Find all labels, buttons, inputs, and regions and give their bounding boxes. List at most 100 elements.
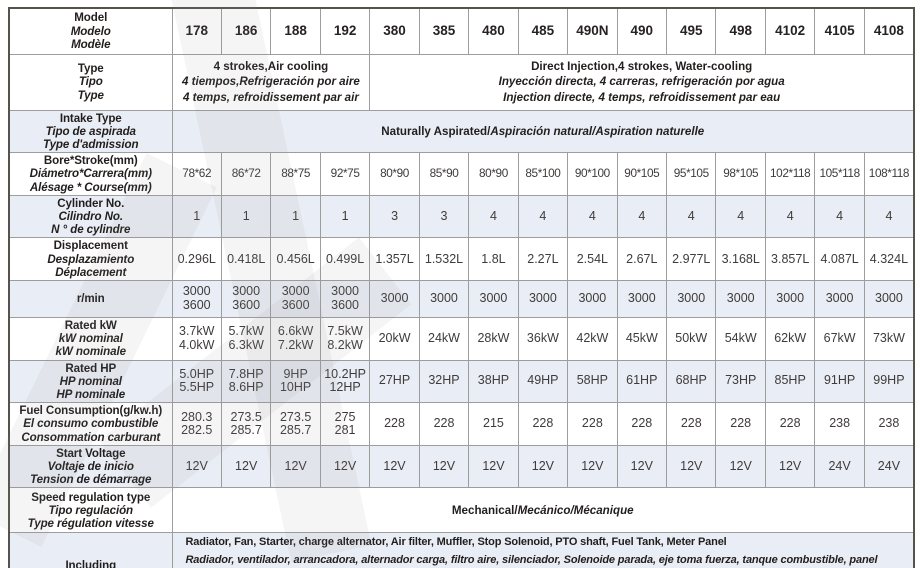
row-label-fuel: Fuel Consumption(g/kw.h) El consumo combu… (8, 402, 173, 446)
rpm-cell-380: 3000 (369, 279, 420, 318)
rpm-cell-490N: 3000 (567, 279, 618, 318)
displacement-cell-178: 0.296L (171, 237, 222, 281)
rated-hp-cell-490N: 58HP (567, 359, 618, 404)
row-intake: Intake Type Tipo de aspirada Type d'admiss… (8, 109, 915, 154)
bore-cell-490: 90*105 (616, 152, 668, 196)
fuel-cell-178: 280.3 282.5 (171, 402, 222, 446)
model-cell-490: 490 (616, 7, 668, 55)
voltage-cell-380: 12V (369, 444, 420, 489)
model-cell-186: 186 (220, 7, 272, 55)
rpm-cell-498: 3000 (715, 279, 766, 318)
displacement-cell-385: 1.532L (418, 237, 470, 281)
rpm-cell-4105: 3000 (814, 279, 865, 318)
row-type: Type Tipo Type 4 strokes,Air cooling 4 tiemp… (8, 53, 915, 111)
voltage-cell-188: 12V (270, 444, 321, 489)
rated-hp-cell-192: 10.2HP 12HP (319, 359, 371, 404)
model-cell-480: 480 (468, 7, 519, 55)
row-rated-kw: Rated kW kW nominal kW nominale 3.7kW 4.0kW 5… (8, 316, 915, 361)
rated-hp-cell-380: 27HP (369, 359, 420, 404)
rated-hp-cell-186: 7.8HP 8.6HP (220, 359, 272, 404)
bore-cell-485: 85*100 (517, 152, 569, 196)
rpm-cell-480: 3000 (468, 279, 519, 318)
row-label-voltage: Start Voltage Voltaje de inicio Tension de… (8, 444, 173, 489)
intake-span-0: Naturally Aspirated/Aspiración natural/A… (171, 109, 915, 154)
rpm-cell-385: 3000 (418, 279, 470, 318)
rated-kw-cell-4102: 62kW (764, 316, 816, 361)
rpm-cell-4108: 3000 (863, 279, 915, 318)
model-cell-4108: 4108 (863, 7, 915, 55)
displacement-cell-490: 2.67L (616, 237, 668, 281)
row-speed: Speed regulation type Tipo regulación Type… (8, 487, 915, 534)
rated-hp-cell-4102: 85HP (764, 359, 816, 404)
voltage-cell-485: 12V (517, 444, 569, 489)
model-cell-385: 385 (418, 7, 470, 55)
fuel-cell-485: 228 (517, 402, 569, 446)
rpm-cell-485: 3000 (517, 279, 569, 318)
rpm-cell-490: 3000 (616, 279, 668, 318)
cylinder-cell-178: 1 (171, 194, 222, 239)
voltage-cell-4105: 24V (814, 444, 865, 489)
row-bore: Bore*Stroke(mm) Diámetro*Carrera(mm) Alésa… (8, 152, 915, 196)
model-cell-192: 192 (319, 7, 371, 55)
model-cell-495: 495 (666, 7, 717, 55)
row-model: Model Modelo Modèle 178 186 188 192 380 385 480 48… (8, 7, 915, 55)
rated-kw-cell-498: 54kW (715, 316, 766, 361)
model-cell-498: 498 (715, 7, 766, 55)
cylinder-cell-490: 4 (616, 194, 668, 239)
model-cell-380: 380 (369, 7, 420, 55)
fuel-cell-4102: 228 (764, 402, 816, 446)
rated-kw-cell-4105: 67kW (814, 316, 865, 361)
cylinder-cell-485: 4 (517, 194, 569, 239)
displacement-cell-186: 0.418L (220, 237, 272, 281)
displacement-cell-192: 0.499L (319, 237, 371, 281)
voltage-cell-495: 12V (666, 444, 717, 489)
rated-kw-cell-385: 24kW (418, 316, 470, 361)
displacement-cell-4102: 3.857L (764, 237, 816, 281)
bore-cell-192: 92*75 (319, 152, 371, 196)
bore-cell-4102: 102*118 (764, 152, 816, 196)
fuel-cell-490: 228 (616, 402, 668, 446)
cylinder-cell-186: 1 (220, 194, 272, 239)
row-label-model: Model Modelo Modèle (8, 7, 173, 55)
bore-cell-4105: 105*118 (814, 152, 865, 196)
including-span-0: Radiator, Fan, Starter, charge alternato… (171, 532, 915, 568)
cylinder-cell-4108: 4 (863, 194, 915, 239)
voltage-cell-385: 12V (418, 444, 470, 489)
rated-hp-cell-188: 9HP 10HP (270, 359, 321, 404)
bore-cell-186: 86*72 (220, 152, 272, 196)
rpm-cell-178: 3000 3600 (171, 279, 222, 318)
displacement-cell-485: 2.27L (517, 237, 569, 281)
displacement-cell-4105: 4.087L (814, 237, 865, 281)
displacement-cell-4108: 4.324L (863, 237, 915, 281)
fuel-cell-4105: 238 (814, 402, 865, 446)
voltage-cell-4102: 12V (764, 444, 816, 489)
bore-cell-385: 85*90 (418, 152, 470, 196)
voltage-cell-4108: 24V (863, 444, 915, 489)
bore-cell-498: 98*105 (715, 152, 766, 196)
rated-hp-cell-385: 32HP (418, 359, 470, 404)
voltage-cell-192: 12V (319, 444, 371, 489)
fuel-cell-186: 273.5 285.7 (220, 402, 272, 446)
displacement-cell-498: 3.168L (715, 237, 766, 281)
row-voltage: Start Voltage Voltaje de inicio Tension de… (8, 444, 915, 489)
rpm-cell-192: 3000 3600 (319, 279, 371, 318)
row-label-displacement: Displacement Desplazamiento Déplacement (8, 237, 173, 281)
voltage-cell-498: 12V (715, 444, 766, 489)
voltage-cell-480: 12V (468, 444, 519, 489)
row-label-intake: Intake Type Tipo de aspirada Type d'admiss… (8, 109, 173, 154)
fuel-cell-385: 228 (418, 402, 470, 446)
bore-cell-380: 80*90 (369, 152, 420, 196)
voltage-cell-490: 12V (616, 444, 668, 489)
row-rpm: r/min 3000 3600 3000 3600 3000 3600 3000 3600 300… (8, 279, 915, 318)
displacement-cell-490N: 2.54L (567, 237, 618, 281)
bore-cell-490N: 90*100 (567, 152, 618, 196)
row-fuel: Fuel Consumption(g/kw.h) El consumo combu… (8, 402, 915, 446)
rated-hp-cell-4108: 99HP (863, 359, 915, 404)
rated-hp-cell-498: 73HP (715, 359, 766, 404)
rpm-cell-4102: 3000 (764, 279, 816, 318)
displacement-cell-188: 0.456L (270, 237, 321, 281)
row-label-rpm: r/min (8, 279, 173, 318)
type-span-0: 4 strokes,Air cooling 4 tiempos,Refrigera… (171, 53, 371, 111)
rated-hp-cell-485: 49HP (517, 359, 569, 404)
rated-kw-cell-4108: 73kW (863, 316, 915, 361)
